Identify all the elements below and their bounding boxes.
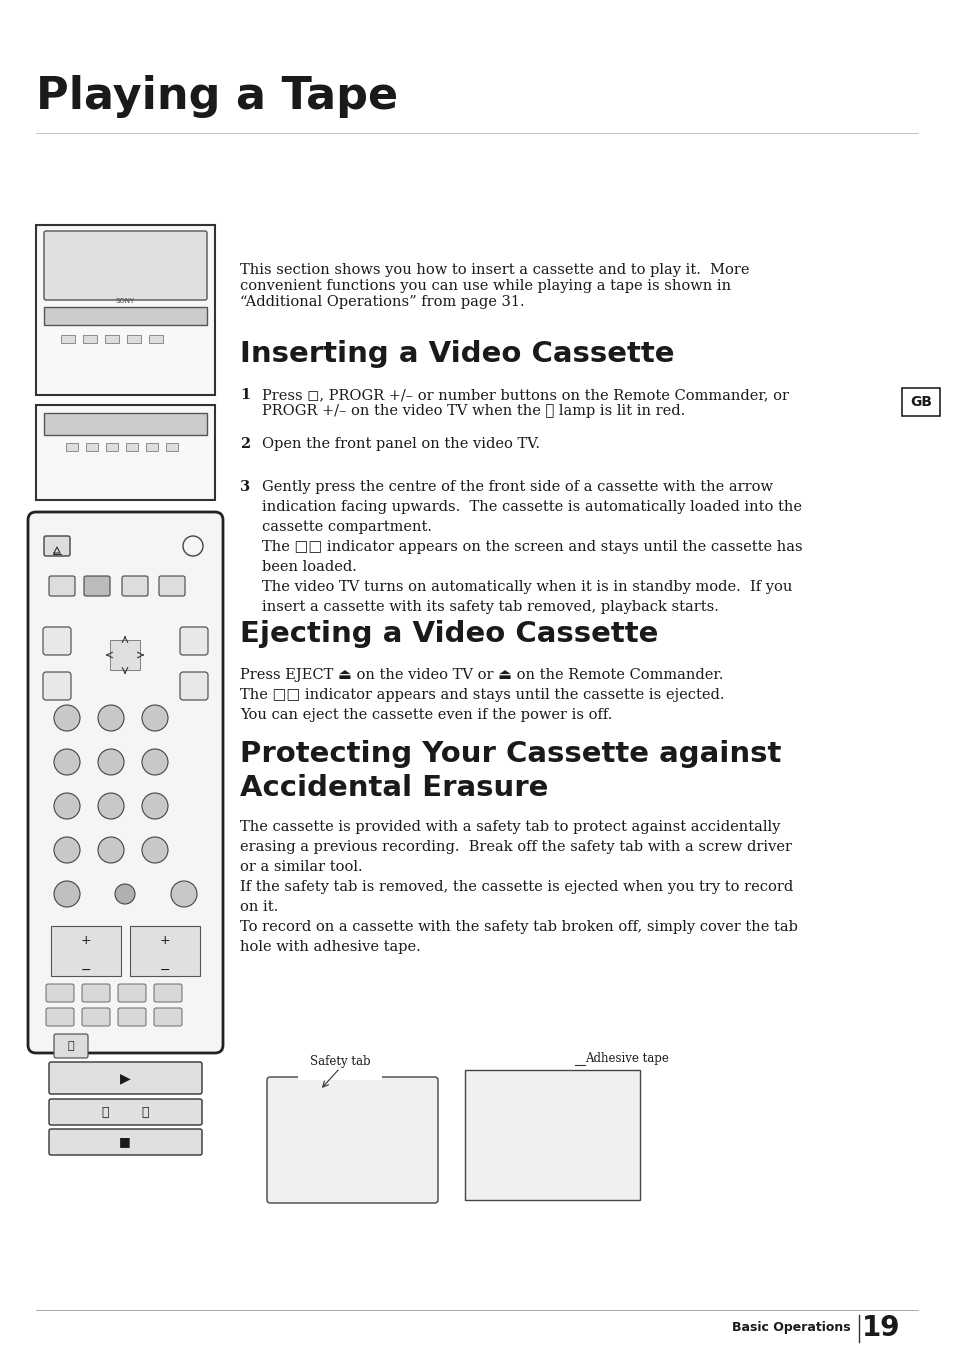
FancyBboxPatch shape bbox=[49, 1129, 202, 1155]
Text: Protecting Your Cassette against
Accidental Erasure: Protecting Your Cassette against Acciden… bbox=[240, 740, 781, 801]
FancyBboxPatch shape bbox=[84, 576, 110, 596]
FancyBboxPatch shape bbox=[46, 1008, 74, 1025]
Text: SONY: SONY bbox=[115, 299, 134, 304]
FancyBboxPatch shape bbox=[106, 443, 118, 451]
Circle shape bbox=[115, 884, 135, 904]
FancyBboxPatch shape bbox=[36, 226, 214, 394]
FancyBboxPatch shape bbox=[464, 1070, 639, 1200]
Circle shape bbox=[54, 838, 80, 863]
FancyBboxPatch shape bbox=[83, 335, 97, 343]
Circle shape bbox=[142, 793, 168, 819]
FancyBboxPatch shape bbox=[127, 335, 141, 343]
Text: 1: 1 bbox=[240, 388, 250, 403]
FancyBboxPatch shape bbox=[44, 413, 207, 435]
FancyBboxPatch shape bbox=[49, 1098, 202, 1125]
FancyBboxPatch shape bbox=[105, 335, 119, 343]
FancyBboxPatch shape bbox=[149, 335, 163, 343]
FancyBboxPatch shape bbox=[110, 640, 140, 670]
FancyBboxPatch shape bbox=[82, 1008, 110, 1025]
Text: The cassette is provided with a safety tab to protect against accidentally
erasi: The cassette is provided with a safety t… bbox=[240, 820, 797, 954]
FancyBboxPatch shape bbox=[159, 576, 185, 596]
FancyBboxPatch shape bbox=[180, 627, 208, 655]
Text: 19: 19 bbox=[861, 1315, 900, 1342]
FancyBboxPatch shape bbox=[44, 307, 207, 326]
FancyBboxPatch shape bbox=[180, 671, 208, 700]
FancyBboxPatch shape bbox=[86, 443, 98, 451]
Text: Press EJECT ⏏ on the video TV or ⏏ on the Remote Commander.
The □□ indicator app: Press EJECT ⏏ on the video TV or ⏏ on th… bbox=[240, 667, 723, 721]
FancyBboxPatch shape bbox=[49, 576, 75, 596]
FancyBboxPatch shape bbox=[61, 335, 75, 343]
FancyBboxPatch shape bbox=[66, 443, 78, 451]
Circle shape bbox=[54, 705, 80, 731]
Circle shape bbox=[54, 793, 80, 819]
Text: −: − bbox=[159, 965, 170, 977]
Circle shape bbox=[98, 748, 124, 775]
Circle shape bbox=[142, 838, 168, 863]
Circle shape bbox=[142, 748, 168, 775]
FancyBboxPatch shape bbox=[28, 512, 223, 1052]
Text: +: + bbox=[159, 934, 171, 947]
FancyBboxPatch shape bbox=[153, 984, 182, 1002]
Text: GB: GB bbox=[909, 394, 931, 409]
Circle shape bbox=[98, 838, 124, 863]
FancyBboxPatch shape bbox=[54, 1034, 88, 1058]
Text: 3: 3 bbox=[240, 480, 250, 494]
FancyBboxPatch shape bbox=[901, 388, 939, 416]
Text: Gently press the centre of the front side of a cassette with the arrow
indicatio: Gently press the centre of the front sid… bbox=[262, 480, 801, 615]
Text: +: + bbox=[81, 934, 91, 947]
Text: Press ◻, PROGR +/– or number buttons on the Remote Commander, or
PROGR +/– on th: Press ◻, PROGR +/– or number buttons on … bbox=[262, 388, 788, 419]
FancyBboxPatch shape bbox=[122, 576, 148, 596]
FancyBboxPatch shape bbox=[49, 1062, 202, 1094]
FancyBboxPatch shape bbox=[126, 443, 138, 451]
FancyBboxPatch shape bbox=[82, 984, 110, 1002]
Text: ⏸: ⏸ bbox=[68, 1042, 74, 1051]
Circle shape bbox=[171, 881, 196, 907]
FancyBboxPatch shape bbox=[166, 443, 178, 451]
FancyBboxPatch shape bbox=[44, 231, 207, 300]
FancyBboxPatch shape bbox=[153, 1008, 182, 1025]
Text: Open the front panel on the video TV.: Open the front panel on the video TV. bbox=[262, 436, 539, 451]
Text: −: − bbox=[81, 965, 91, 977]
Text: Safety tab: Safety tab bbox=[310, 1055, 370, 1069]
FancyBboxPatch shape bbox=[267, 1077, 437, 1202]
Circle shape bbox=[98, 793, 124, 819]
Text: ▶: ▶ bbox=[119, 1071, 131, 1085]
Text: Inserting a Video Cassette: Inserting a Video Cassette bbox=[240, 340, 674, 367]
FancyBboxPatch shape bbox=[118, 984, 146, 1002]
FancyBboxPatch shape bbox=[43, 627, 71, 655]
FancyBboxPatch shape bbox=[46, 984, 74, 1002]
Circle shape bbox=[98, 705, 124, 731]
FancyBboxPatch shape bbox=[43, 671, 71, 700]
Text: ⏪: ⏪ bbox=[101, 1105, 109, 1119]
Text: ■: ■ bbox=[119, 1135, 131, 1148]
Text: This section shows you how to insert a cassette and to play it.  More
convenient: This section shows you how to insert a c… bbox=[240, 263, 749, 309]
Circle shape bbox=[54, 881, 80, 907]
FancyBboxPatch shape bbox=[130, 925, 200, 975]
FancyBboxPatch shape bbox=[44, 536, 70, 557]
Text: Playing a Tape: Playing a Tape bbox=[36, 76, 397, 118]
FancyBboxPatch shape bbox=[36, 405, 214, 500]
Text: Basic Operations: Basic Operations bbox=[732, 1321, 850, 1335]
FancyBboxPatch shape bbox=[146, 443, 158, 451]
Circle shape bbox=[54, 748, 80, 775]
Text: Ejecting a Video Cassette: Ejecting a Video Cassette bbox=[240, 620, 658, 648]
Text: Adhesive tape: Adhesive tape bbox=[584, 1052, 668, 1065]
Text: ⏩: ⏩ bbox=[141, 1105, 149, 1119]
FancyBboxPatch shape bbox=[51, 925, 121, 975]
Text: 2: 2 bbox=[240, 436, 250, 451]
Circle shape bbox=[142, 705, 168, 731]
FancyBboxPatch shape bbox=[118, 1008, 146, 1025]
